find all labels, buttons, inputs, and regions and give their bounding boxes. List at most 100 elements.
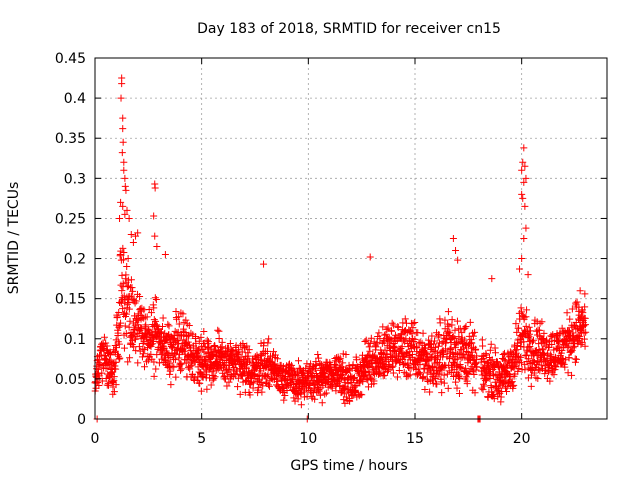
data-point [425, 336, 433, 344]
data-point [129, 287, 137, 295]
data-point [582, 328, 590, 336]
data-point [336, 364, 344, 372]
data-point [178, 332, 186, 340]
data-point [358, 391, 366, 399]
data-point [113, 313, 121, 321]
data-point [245, 346, 253, 354]
data-point [444, 384, 452, 392]
data-point [515, 365, 523, 373]
data-point [192, 333, 200, 341]
data-point [518, 308, 526, 316]
data-point [311, 395, 319, 403]
data-point [543, 336, 551, 344]
data-point [207, 354, 215, 362]
data-point [297, 401, 305, 409]
data-point [523, 306, 531, 314]
data-point [123, 283, 131, 291]
data-point [112, 344, 120, 352]
data-point [367, 374, 375, 382]
data-point [419, 372, 427, 380]
data-point [460, 336, 468, 344]
data-point [175, 313, 183, 321]
data-point [122, 186, 130, 194]
data-point [571, 358, 579, 366]
data-point [98, 369, 106, 377]
data-point [366, 371, 374, 379]
data-point [265, 382, 273, 390]
data-point [488, 356, 496, 364]
data-point [180, 347, 188, 355]
data-point [271, 360, 279, 368]
data-point [125, 214, 133, 222]
data-point [151, 184, 159, 192]
data-point [428, 332, 436, 340]
data-point [123, 206, 131, 214]
data-point [207, 381, 215, 389]
data-point [423, 349, 431, 357]
data-point [152, 365, 160, 373]
data-point [572, 325, 580, 333]
data-point [469, 332, 477, 340]
data-point [534, 374, 542, 382]
data-point [438, 389, 446, 397]
data-point [395, 367, 403, 375]
data-point [517, 342, 525, 350]
data-point [525, 330, 533, 338]
data-point [394, 323, 402, 331]
data-point [579, 309, 587, 317]
data-point [273, 355, 281, 363]
data-point [102, 364, 110, 372]
data-point [462, 322, 470, 330]
data-point [158, 323, 166, 331]
data-point [493, 359, 501, 367]
data-point [157, 329, 165, 337]
data-point [181, 328, 189, 336]
data-point [239, 340, 247, 348]
data-point [249, 379, 257, 387]
data-point [124, 358, 132, 366]
data-point [535, 326, 543, 334]
data-point [402, 335, 410, 343]
data-point [445, 322, 453, 330]
data-point [433, 380, 441, 388]
data-point [295, 364, 303, 372]
data-point [403, 373, 411, 381]
data-point [309, 389, 317, 397]
data-point [134, 229, 142, 237]
data-point [172, 373, 180, 381]
data-point [179, 310, 187, 318]
y-tick-label: 0.05 [55, 372, 86, 388]
data-point [388, 319, 396, 327]
data-point [159, 314, 167, 322]
data-point [121, 174, 129, 182]
data-point [425, 362, 433, 370]
data-point [126, 354, 134, 362]
data-point [280, 396, 288, 404]
data-point [486, 346, 494, 354]
data-point [540, 329, 548, 337]
data-point [525, 355, 533, 363]
data-point [462, 364, 470, 372]
data-point [125, 305, 133, 313]
data-point [546, 377, 554, 385]
data-point [94, 355, 102, 363]
data-point [176, 366, 184, 374]
data-point [136, 292, 144, 300]
data-point [166, 367, 174, 375]
data-point [147, 309, 155, 317]
data-point [478, 336, 486, 344]
data-point [119, 280, 127, 288]
y-tick-label: 0.45 [55, 51, 86, 67]
data-point [265, 335, 273, 343]
data-point [301, 388, 309, 396]
data-point [140, 314, 148, 322]
data-point [446, 355, 454, 363]
data-point [243, 342, 251, 350]
data-point [520, 235, 528, 242]
data-point [509, 384, 517, 392]
data-point [203, 385, 211, 393]
data-point [464, 369, 472, 377]
data-point [322, 389, 330, 397]
data-point [223, 382, 231, 390]
data-point [271, 351, 279, 359]
